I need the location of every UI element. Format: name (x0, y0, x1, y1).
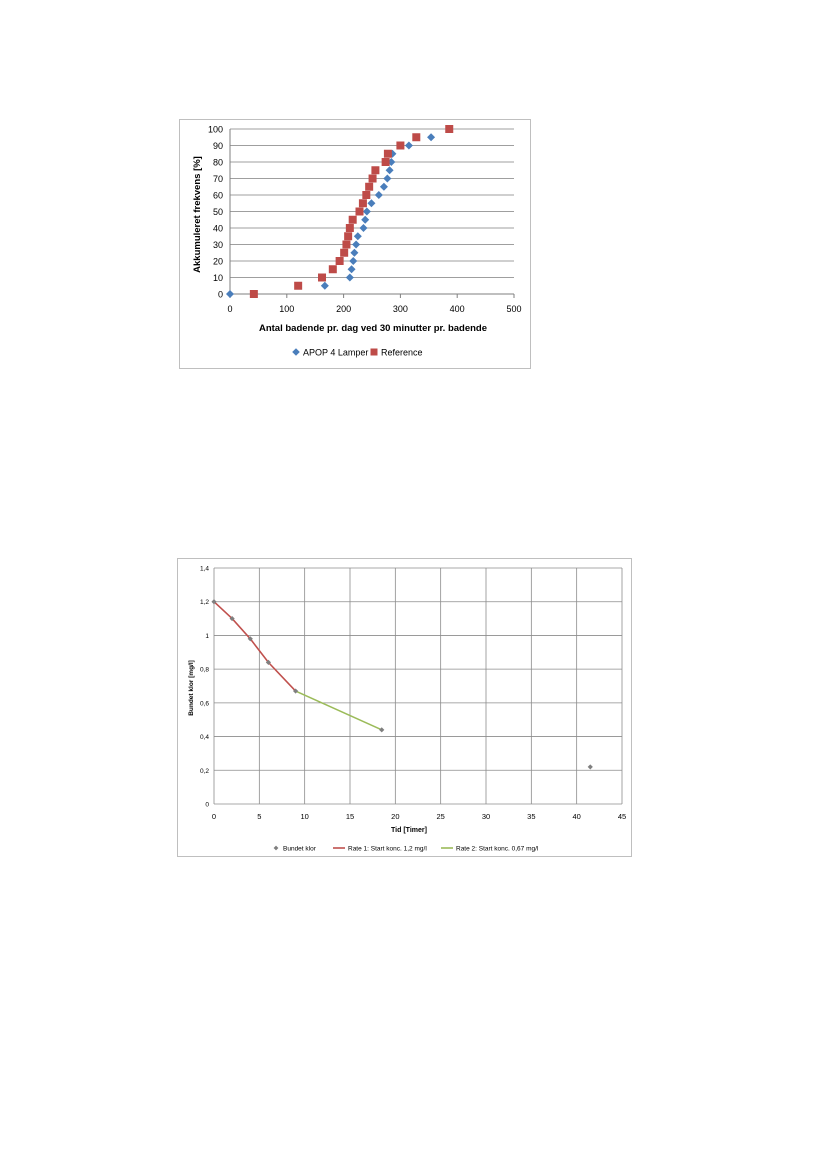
y-tick-label: 70 (213, 174, 223, 184)
reference-point (344, 232, 353, 241)
y-tick-label: 0,2 (200, 768, 209, 775)
y-tick-label: 50 (213, 207, 223, 217)
reference-point (371, 166, 380, 175)
x-tick-label: 10 (300, 812, 308, 821)
bundet-klor-point (293, 688, 299, 694)
apop-point (226, 290, 234, 298)
apop-point (379, 182, 388, 191)
reference-point (412, 133, 421, 142)
y-tick-label: 40 (213, 224, 223, 234)
x-tick-label: 45 (618, 812, 626, 821)
reference-point (340, 248, 349, 257)
reference-point (355, 207, 364, 216)
x-tick-label: 5 (257, 812, 261, 821)
apop-point (362, 207, 371, 216)
apop-point (427, 133, 436, 142)
apop-point (359, 224, 368, 232)
y-tick-label: 0 (205, 802, 209, 809)
reference-point (249, 290, 258, 298)
reference-point (342, 240, 351, 249)
apop-point (383, 174, 392, 183)
legend-apop-label: APOP 4 Lamper (303, 348, 368, 358)
y-tick-label: 100 (208, 125, 223, 135)
x-tick-label: 300 (393, 304, 408, 314)
reference-point (368, 174, 377, 183)
legend-rate-2-label: Rate 2: Start konc. 0,67 mg/l (456, 846, 539, 853)
x-tick-label: 20 (391, 812, 399, 821)
x-tick-label: 0 (227, 304, 232, 314)
x-axis-title: Antal badende pr. dag ved 30 minutter pr… (259, 323, 487, 334)
y-tick-label: 1,2 (200, 599, 209, 606)
apop-point (345, 273, 354, 282)
apop-point (349, 257, 358, 265)
x-tick-label: 15 (346, 812, 354, 821)
bundet-klor-point (587, 764, 593, 770)
y-tick-label: 1 (205, 633, 209, 640)
apop-point (320, 281, 329, 290)
reference-point (381, 158, 390, 166)
y-tick-label: 0,6 (200, 700, 209, 707)
x-tick-label: 100 (279, 304, 294, 314)
x-tick-label: 35 (527, 812, 535, 821)
apop-point (352, 240, 361, 249)
x-tick-label: 200 (336, 304, 351, 314)
y-tick-label: 20 (213, 257, 223, 267)
x-tick-label: 500 (506, 304, 521, 314)
apop-point (404, 141, 413, 150)
reference-point (383, 149, 392, 158)
y-tick-label: 90 (213, 141, 223, 151)
bundet-klor-point (247, 636, 253, 642)
legend-rate-1-label: Rate 1: Start konc. 1,2 mg/l (348, 846, 427, 853)
chart-2-frame (177, 558, 632, 857)
bundet-klor-point (229, 615, 235, 622)
x-tick-label: 0 (212, 812, 216, 821)
y-tick-label: 0 (218, 290, 223, 300)
y-tick-label: 0,4 (200, 734, 209, 741)
y-tick-label: 60 (213, 191, 223, 201)
apop-point (374, 191, 383, 199)
reference-point (294, 281, 303, 290)
bundet-klor-point (265, 659, 271, 665)
apop-point (350, 248, 359, 257)
y-tick-label: 1,4 (200, 566, 209, 573)
reference-point (348, 215, 357, 224)
reference-point (396, 141, 405, 150)
bundet-klor-point (211, 599, 217, 605)
apop-point (361, 215, 370, 224)
legend-apop-marker (292, 348, 300, 356)
legend-reference-label: Reference (381, 348, 423, 358)
rate-2-line (295, 690, 383, 731)
y-tick-label: 30 (213, 240, 223, 250)
y-tick-label: 10 (213, 273, 223, 283)
legend-bundet-klor-label: Bundet klor (283, 846, 317, 853)
reference-point (365, 182, 374, 191)
y-axis-title: Bundet klor [mg/l] (188, 660, 195, 716)
x-tick-label: 25 (436, 812, 444, 821)
bundet-klor-point (379, 727, 385, 733)
apop-point (347, 265, 356, 274)
reference-point (345, 224, 354, 232)
rate-1-line (213, 601, 297, 692)
y-axis-title: Akkumuleret frekvens [%] (192, 156, 203, 273)
y-tick-label: 80 (213, 158, 223, 168)
apop-point (353, 232, 362, 241)
legend-bundet-klor-marker (273, 845, 279, 851)
legend-reference-marker (370, 348, 378, 356)
apop-point (367, 199, 376, 208)
x-axis-title: Tid [Timer] (391, 827, 427, 834)
reference-point (318, 273, 327, 282)
y-tick-label: 0,8 (200, 667, 209, 674)
x-tick-label: 40 (572, 812, 580, 821)
reference-point (328, 265, 337, 274)
x-tick-label: 400 (450, 304, 465, 314)
reference-point (362, 191, 371, 199)
x-tick-label: 30 (482, 812, 490, 821)
reference-point (335, 257, 344, 265)
reference-point (445, 125, 454, 133)
reference-point (358, 199, 367, 208)
apop-point (385, 166, 394, 175)
